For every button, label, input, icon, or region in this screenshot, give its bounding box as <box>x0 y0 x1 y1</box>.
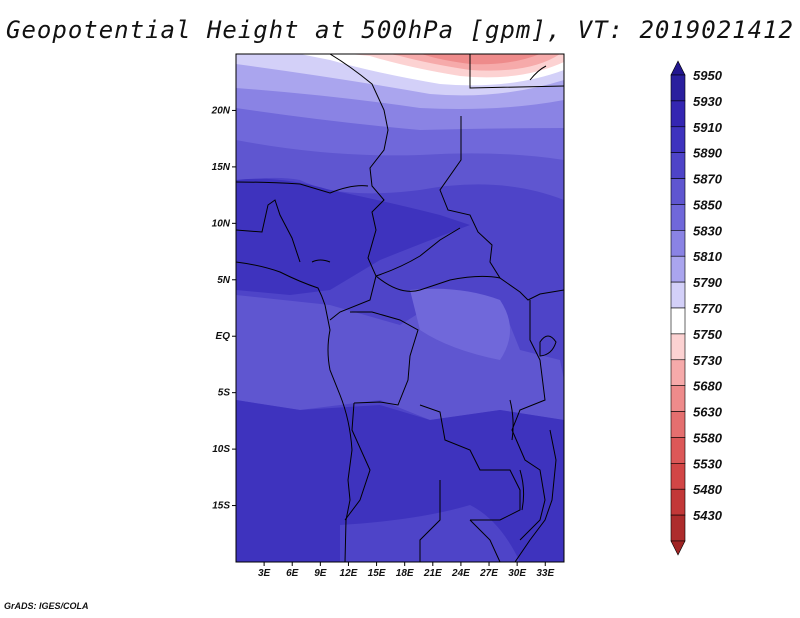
grads-credit: GrADS: IGES/COLA <box>4 601 89 611</box>
colorbar-swatch <box>670 255 686 283</box>
lon-label: 24E <box>451 568 470 579</box>
colorbar-swatch <box>670 307 686 335</box>
lake-victoria <box>539 335 557 357</box>
lat-label: 10N <box>212 218 231 229</box>
border-angola <box>344 402 371 521</box>
lon-label: 9E <box>314 568 327 579</box>
border-sudan <box>439 116 564 301</box>
lake-malawi <box>519 469 525 511</box>
lon-label: 33E <box>536 568 554 579</box>
lon-label: 30E <box>508 568 526 579</box>
colorbar-label: 5910 <box>693 120 723 135</box>
lat-label: 15S <box>212 501 230 512</box>
colorbar-top-cap <box>670 60 686 76</box>
lake-volta <box>311 259 331 263</box>
border-sahel <box>236 181 369 194</box>
colorbar-swatch <box>670 204 686 231</box>
lat-label: 10S <box>212 444 230 455</box>
lon-label: 21E <box>423 568 442 579</box>
lat-label: 5N <box>217 275 231 286</box>
colorbar-swatch <box>670 385 686 412</box>
colorbar-swatch <box>670 152 686 179</box>
latitude-labels: 20N 15N 10N 5N EQ 5S 10S 15S <box>211 105 236 512</box>
colorbar-label: 5480 <box>693 482 723 497</box>
colorbar-label: 5630 <box>693 405 723 420</box>
border-libya-egypt <box>469 54 564 89</box>
border-west-central <box>329 54 389 321</box>
colorbar-swatch <box>670 333 686 361</box>
colorbar-label: 5580 <box>693 430 723 445</box>
lat-label: 20N <box>211 105 231 116</box>
colorbar-swatch <box>670 411 686 438</box>
lon-label: 15E <box>368 568 386 579</box>
colorbar-label: 5430 <box>693 508 723 523</box>
colorbar-swatch <box>670 437 686 464</box>
lon-label: 6E <box>286 568 299 579</box>
lon-label: 3E <box>258 568 271 579</box>
colorbar-swatch <box>670 230 686 257</box>
colorbar-label: 5870 <box>693 172 723 187</box>
map-title: Geopotential Height at 500hPa [gpm], VT:… <box>6 16 794 44</box>
colorbar-label: 5770 <box>693 301 723 316</box>
lat-label: 5S <box>218 388 231 399</box>
colorbar-label: 5750 <box>693 327 723 342</box>
border-congo <box>350 311 419 406</box>
border-zambia <box>419 404 521 521</box>
map-frame <box>235 53 565 563</box>
colorbar-label: 5830 <box>693 223 723 238</box>
border-mozambique <box>514 429 557 562</box>
nile-delta <box>529 65 547 81</box>
lat-label: 15N <box>212 162 231 173</box>
lake-tanganyika <box>509 399 514 441</box>
colorbar-swatch <box>670 463 686 490</box>
colorbar-swatch <box>670 514 686 542</box>
colorbar-swatch <box>670 359 686 386</box>
colorbar-label: 5890 <box>693 146 723 161</box>
colorbar-swatch <box>670 281 686 309</box>
colorbar-bottom-cap <box>670 540 686 556</box>
lat-label: EQ <box>216 331 231 342</box>
colorbar-label: 5810 <box>693 249 723 264</box>
colorbar-label: 5850 <box>693 197 723 212</box>
border-car-south <box>375 275 501 292</box>
border-west-small <box>236 199 301 263</box>
borders <box>236 54 564 562</box>
colorbar-label: 5530 <box>693 456 723 471</box>
colorbar-label: 5950 <box>693 68 723 83</box>
colorbar-swatch <box>670 126 686 153</box>
lon-label: 27E <box>479 568 498 579</box>
border-car-north <box>375 227 461 277</box>
border-botswana <box>419 480 441 562</box>
lon-label: 12E <box>340 568 358 579</box>
coastline-west <box>236 261 353 562</box>
lon-label: 18E <box>396 568 414 579</box>
colorbar-swatch <box>670 100 686 128</box>
colorbar-label: 5680 <box>693 379 723 394</box>
border-zimbabwe <box>469 519 501 562</box>
colorbar-swatch <box>670 488 686 516</box>
colorbar: 5950 5930 5910 5890 5870 5850 5830 5810 5790 5770… <box>670 60 723 556</box>
band-5680 <box>420 54 540 65</box>
band-5850-congo <box>410 288 510 360</box>
border-east <box>511 300 546 541</box>
colorbar-swatch <box>670 178 686 205</box>
band-5910-west-africa <box>236 178 470 295</box>
colorbar-swatch <box>670 74 686 102</box>
contour-fill <box>236 54 564 562</box>
colorbar-label: 5730 <box>693 353 723 368</box>
longitude-labels: 3E 6E 9E 12E 15E 18E 21E 24E 27E 30E 33E <box>258 562 554 579</box>
band-5890-south-patch <box>340 505 520 562</box>
colorbar-label: 5790 <box>693 275 723 290</box>
colorbar-label: 5930 <box>693 94 723 109</box>
